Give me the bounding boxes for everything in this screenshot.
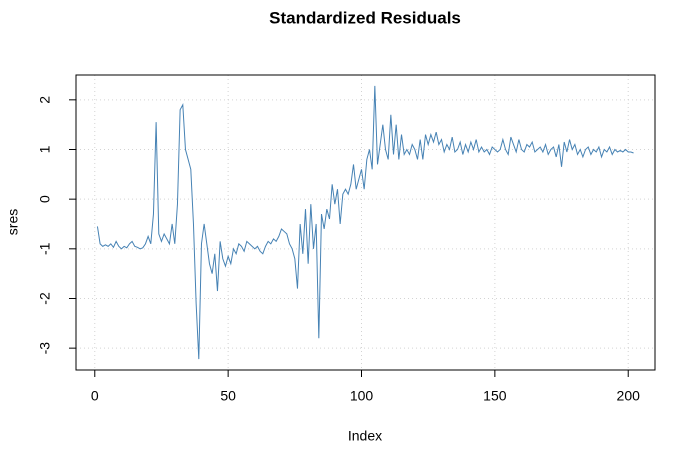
y-axis-label: sres — [5, 209, 21, 235]
x-tick-label: 0 — [91, 388, 99, 404]
y-tick-label: 2 — [37, 96, 53, 104]
y-tick-label: -2 — [37, 292, 53, 305]
y-tick-label: -1 — [37, 242, 53, 255]
y-tick-label: -3 — [37, 342, 53, 355]
chart-title: Standardized Residuals — [269, 8, 461, 27]
x-tick-label: 100 — [350, 388, 374, 404]
x-tick-label: 50 — [220, 388, 236, 404]
data-line — [96, 85, 634, 360]
y-tick-label: 0 — [37, 195, 53, 203]
x-tick-label: 200 — [617, 388, 641, 404]
x-tick-label: 150 — [483, 388, 507, 404]
y-tick-label: 1 — [37, 145, 53, 153]
plot-box — [75, 74, 656, 371]
x-axis-label: Index — [348, 428, 382, 444]
